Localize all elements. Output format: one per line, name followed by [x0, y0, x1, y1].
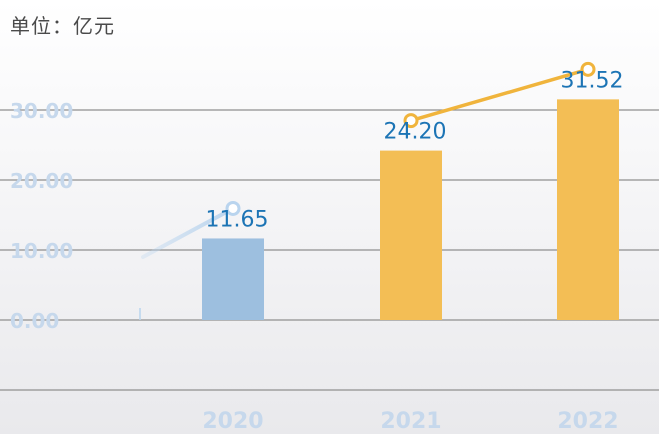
data-label: 31.52 [561, 68, 624, 93]
trend-point [580, 61, 596, 77]
x-axis: 2020 2021 2022 [202, 409, 618, 434]
y-tick-label: 20.00 [10, 169, 73, 193]
trend-segment [141, 206, 235, 259]
grid-lines [0, 109, 659, 391]
x-tick-label: 2020 [202, 409, 263, 434]
unit-label: 单位：亿元 [10, 14, 115, 38]
bar [557, 99, 619, 320]
y-tick-label: 30.00 [10, 99, 73, 123]
bar [380, 150, 442, 320]
trend-point [403, 113, 419, 129]
value-labels: 11.65 24.20 31.52 [206, 68, 624, 232]
trend-segment [409, 67, 590, 123]
trend-point [225, 200, 241, 216]
y-tick-label: 0.00 [10, 309, 59, 333]
y-axis: 0.00 10.00 20.00 30.00 [10, 99, 141, 333]
x-tick-label: 2021 [380, 409, 441, 434]
y-tick-label: 10.00 [10, 239, 73, 263]
data-label: 11.65 [206, 207, 269, 232]
data-label: 24.20 [384, 120, 447, 145]
bar [202, 238, 264, 320]
trend-line [141, 61, 596, 259]
bars [202, 99, 619, 320]
x-tick-label: 2022 [557, 409, 618, 434]
